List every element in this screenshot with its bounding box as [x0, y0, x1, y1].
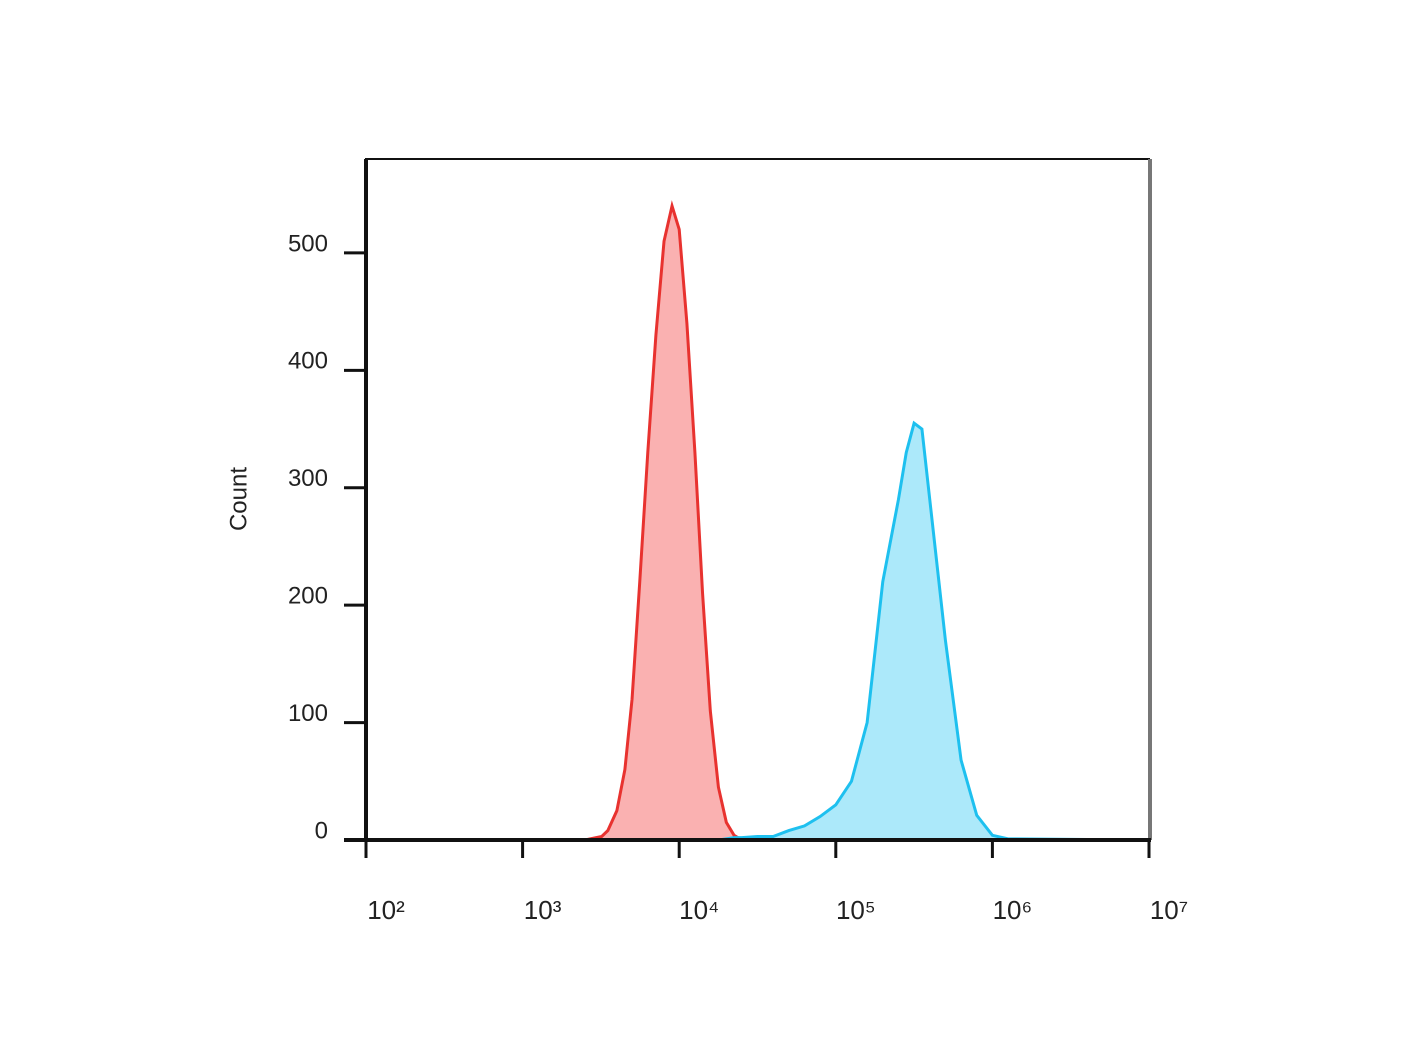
line	[366, 420, 1150, 842]
y-tick-label: 0	[315, 817, 328, 844]
plot-frame	[365, 158, 1150, 841]
x-tick-label: 10⁵	[836, 895, 876, 925]
y-tick-label: 200	[288, 583, 328, 610]
x-tick-label: 10⁴	[679, 895, 719, 925]
y-tick-label: 500	[288, 230, 328, 257]
x-tick-label: 10²	[367, 895, 405, 925]
x-tick-label: 10⁶	[993, 895, 1033, 925]
area	[366, 423, 1149, 840]
x-tick-label: 10³	[524, 895, 562, 925]
y-tick-label: 400	[288, 348, 328, 375]
y-tick-label: 300	[288, 465, 328, 492]
y-axis-label: Count	[225, 467, 252, 531]
x-tick-label: 10⁷	[1150, 895, 1188, 925]
area	[366, 205, 1149, 840]
y-tick-label: 100	[288, 700, 328, 727]
line	[366, 200, 1149, 842]
